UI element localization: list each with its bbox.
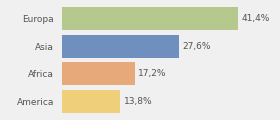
Bar [62,7,238,30]
Text: 17,2%: 17,2% [138,69,167,78]
Text: 27,6%: 27,6% [183,42,211,51]
Bar [62,63,135,85]
Bar [62,90,120,113]
Bar [62,35,179,57]
Text: 13,8%: 13,8% [124,97,152,106]
Text: 41,4%: 41,4% [241,14,270,23]
